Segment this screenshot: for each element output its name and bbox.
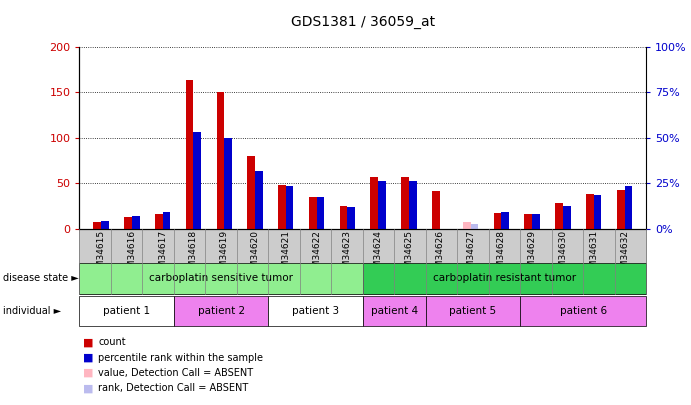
Text: patient 2: patient 2 (198, 306, 245, 316)
Bar (216, 92, 224, 229)
Bar (316, 197, 324, 229)
Bar (563, 206, 571, 229)
Text: patient 1: patient 1 (103, 306, 150, 316)
Bar (255, 171, 263, 229)
Bar (471, 224, 478, 229)
Text: individual ►: individual ► (3, 306, 61, 316)
Bar (586, 194, 594, 229)
Bar (132, 216, 140, 229)
Bar (124, 217, 132, 229)
Text: GDS1381 / 36059_at: GDS1381 / 36059_at (291, 15, 435, 29)
Bar (278, 185, 286, 229)
Bar (401, 177, 409, 229)
Text: carboplatin sensitive tumor: carboplatin sensitive tumor (149, 273, 293, 283)
Bar (502, 211, 509, 229)
Bar (463, 222, 471, 229)
Text: count: count (98, 337, 126, 347)
Bar (309, 197, 316, 229)
Text: patient 5: patient 5 (449, 306, 497, 316)
Bar (378, 181, 386, 229)
Text: carboplatin resistant tumor: carboplatin resistant tumor (433, 273, 576, 283)
Bar (625, 186, 632, 229)
Bar (101, 221, 108, 229)
Bar (363, 263, 646, 294)
Bar (155, 214, 162, 229)
Text: percentile rank within the sample: percentile rank within the sample (98, 353, 263, 362)
Bar (426, 296, 520, 326)
Text: ■: ■ (83, 384, 93, 393)
Bar (224, 138, 232, 229)
Text: ■: ■ (83, 353, 93, 362)
Text: rank, Detection Call = ABSENT: rank, Detection Call = ABSENT (98, 384, 248, 393)
Text: ■: ■ (83, 368, 93, 378)
Bar (524, 214, 532, 229)
Bar (532, 214, 540, 229)
Bar (520, 296, 646, 326)
Bar (556, 203, 563, 229)
Bar (193, 132, 201, 229)
Bar (79, 296, 174, 326)
Bar (286, 186, 294, 229)
Bar (79, 263, 363, 294)
Bar (186, 80, 193, 229)
Bar (493, 213, 502, 229)
Text: ■: ■ (83, 337, 93, 347)
Bar (432, 190, 439, 229)
Text: patient 4: patient 4 (370, 306, 418, 316)
Text: value, Detection Call = ABSENT: value, Detection Call = ABSENT (98, 368, 253, 378)
Bar (174, 296, 268, 326)
Bar (463, 222, 471, 229)
Bar (162, 212, 170, 229)
Bar (617, 190, 625, 229)
Bar (409, 181, 417, 229)
Bar (340, 206, 348, 229)
Bar (268, 296, 363, 326)
Bar (594, 195, 601, 229)
Bar (370, 177, 378, 229)
Text: patient 3: patient 3 (292, 306, 339, 316)
Text: patient 6: patient 6 (560, 306, 607, 316)
Bar (247, 156, 255, 229)
Bar (363, 296, 426, 326)
Bar (93, 222, 101, 229)
Bar (348, 207, 355, 229)
Text: disease state ►: disease state ► (3, 273, 79, 283)
